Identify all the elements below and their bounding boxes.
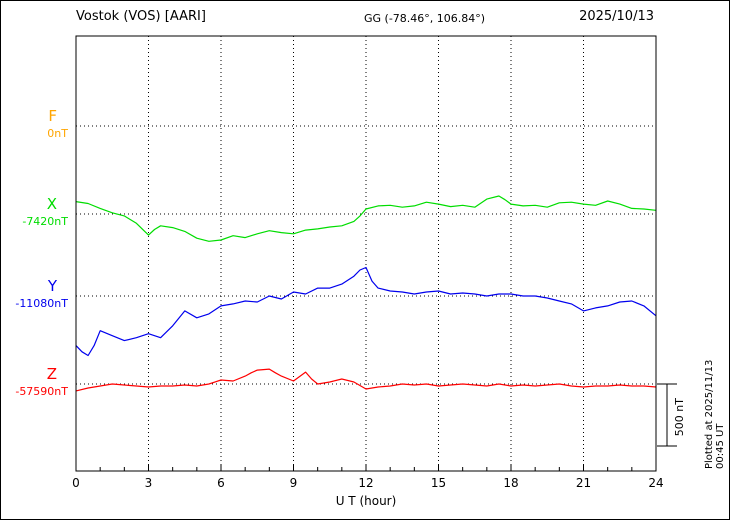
x-tick-label-9: 9	[289, 476, 298, 490]
x-tick-label-15: 15	[430, 476, 447, 490]
x-tick-label-0: 0	[72, 476, 80, 490]
series-label-Y: Y	[47, 277, 57, 295]
series-baseline-value-X: -7420nT	[22, 215, 68, 228]
plotted-at-text: Plotted at 2025/11/13 00:45 UT	[704, 359, 726, 469]
series-baseline-value-Z: -57590nT	[15, 385, 68, 398]
x-tick-label-21: 21	[575, 476, 592, 490]
x-tick-label-6: 6	[217, 476, 225, 490]
x-tick-label-12: 12	[358, 476, 374, 490]
geographic-coordinates: GG (-78.46°, 106.84°)	[364, 12, 486, 25]
series-baseline-value-Y: -11080nT	[15, 297, 68, 310]
trace-Z	[75, 368, 657, 392]
series-baseline-value-F: 0nT	[47, 127, 68, 140]
station-title: Vostok (VOS) [AARI]	[76, 9, 206, 24]
x-tick-label-24: 24	[648, 476, 664, 490]
scale-bar-text: 500 nT	[673, 397, 686, 437]
series-label-F: F	[48, 107, 57, 125]
series-label-Z: Z	[46, 365, 57, 383]
x-tick-label-3: 3	[144, 476, 153, 490]
plot-border	[75, 35, 657, 472]
x-axis-label: U T (hour)	[335, 494, 397, 508]
trace-X	[75, 195, 657, 242]
x-tick-label-18: 18	[503, 476, 519, 490]
plot-date: 2025/10/13	[579, 9, 654, 24]
plotted-at-note: Plotted at 2025/11/13 00:45 UT	[704, 329, 726, 469]
trace-Y	[75, 266, 657, 357]
scale-bar-label: 500 nT	[673, 386, 686, 448]
series-label-X: X	[46, 195, 57, 213]
